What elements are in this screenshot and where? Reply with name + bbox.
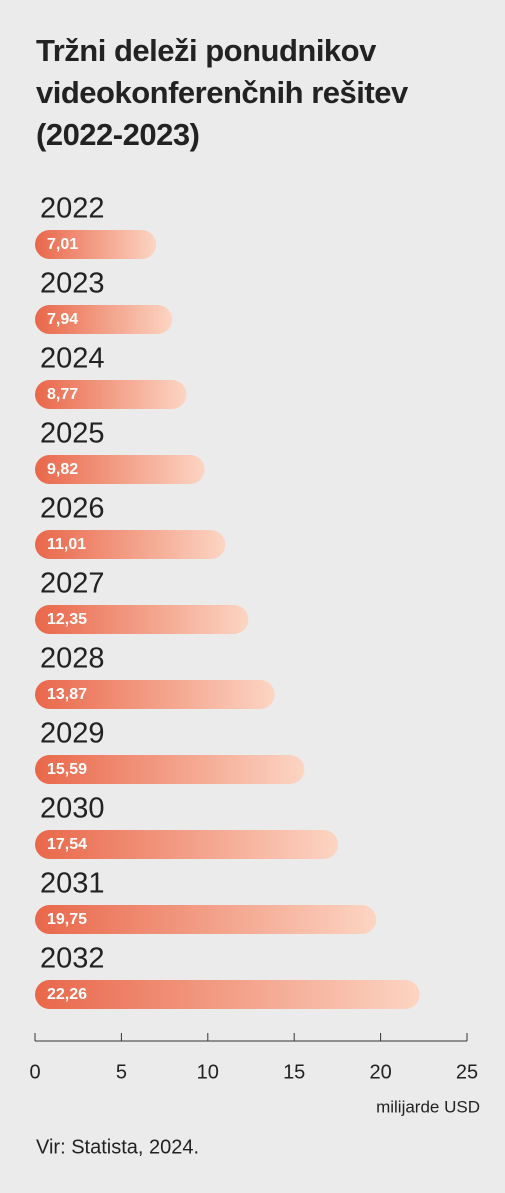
category-label: 2031: [40, 868, 105, 900]
bar: [35, 230, 157, 259]
bar: [35, 905, 377, 934]
value-label: 15,59: [47, 761, 87, 778]
value-label: 9,82: [47, 461, 78, 478]
value-label: 7,94: [47, 311, 78, 328]
category-label: 2022: [40, 193, 105, 225]
category-label: 2029: [40, 718, 105, 750]
bar: [35, 605, 249, 634]
bar: [35, 755, 305, 784]
bar: [35, 530, 226, 559]
value-label: 11,01: [47, 536, 86, 553]
category-label: 2027: [40, 568, 105, 600]
bar: [35, 380, 187, 409]
x-tick-label: 10: [197, 1061, 219, 1083]
x-tick-label: 25: [456, 1061, 478, 1083]
x-tick-label: 15: [283, 1061, 305, 1083]
value-label: 17,54: [47, 836, 87, 853]
category-label: 2023: [40, 268, 105, 300]
value-label: 13,87: [47, 686, 87, 703]
x-tick-label: 5: [116, 1061, 127, 1083]
value-label: 8,77: [47, 386, 78, 403]
category-label: 2025: [40, 418, 105, 450]
category-label: 2028: [40, 643, 105, 675]
bar: [35, 455, 205, 484]
bar: [35, 305, 173, 334]
x-tick-label: 0: [29, 1061, 40, 1083]
category-label: 2024: [40, 343, 105, 375]
source: Vir: Statista, 2024.: [36, 1136, 199, 1158]
value-label: 19,75: [47, 911, 87, 928]
bar: [35, 830, 339, 859]
bar: [35, 680, 275, 709]
chart-title: Tržni deleži ponudnikov videokonferenčni…: [36, 33, 408, 152]
category-label: 2026: [40, 493, 105, 525]
value-label: 12,35: [47, 611, 87, 628]
category-label: 2032: [40, 943, 105, 975]
value-label: 22,26: [47, 986, 87, 1003]
x-axis-label: milijarde USD: [376, 1097, 480, 1116]
bar: [35, 980, 420, 1009]
x-tick-label: 20: [369, 1061, 391, 1083]
category-label: 2030: [40, 793, 105, 825]
value-label: 7,01: [47, 236, 78, 253]
